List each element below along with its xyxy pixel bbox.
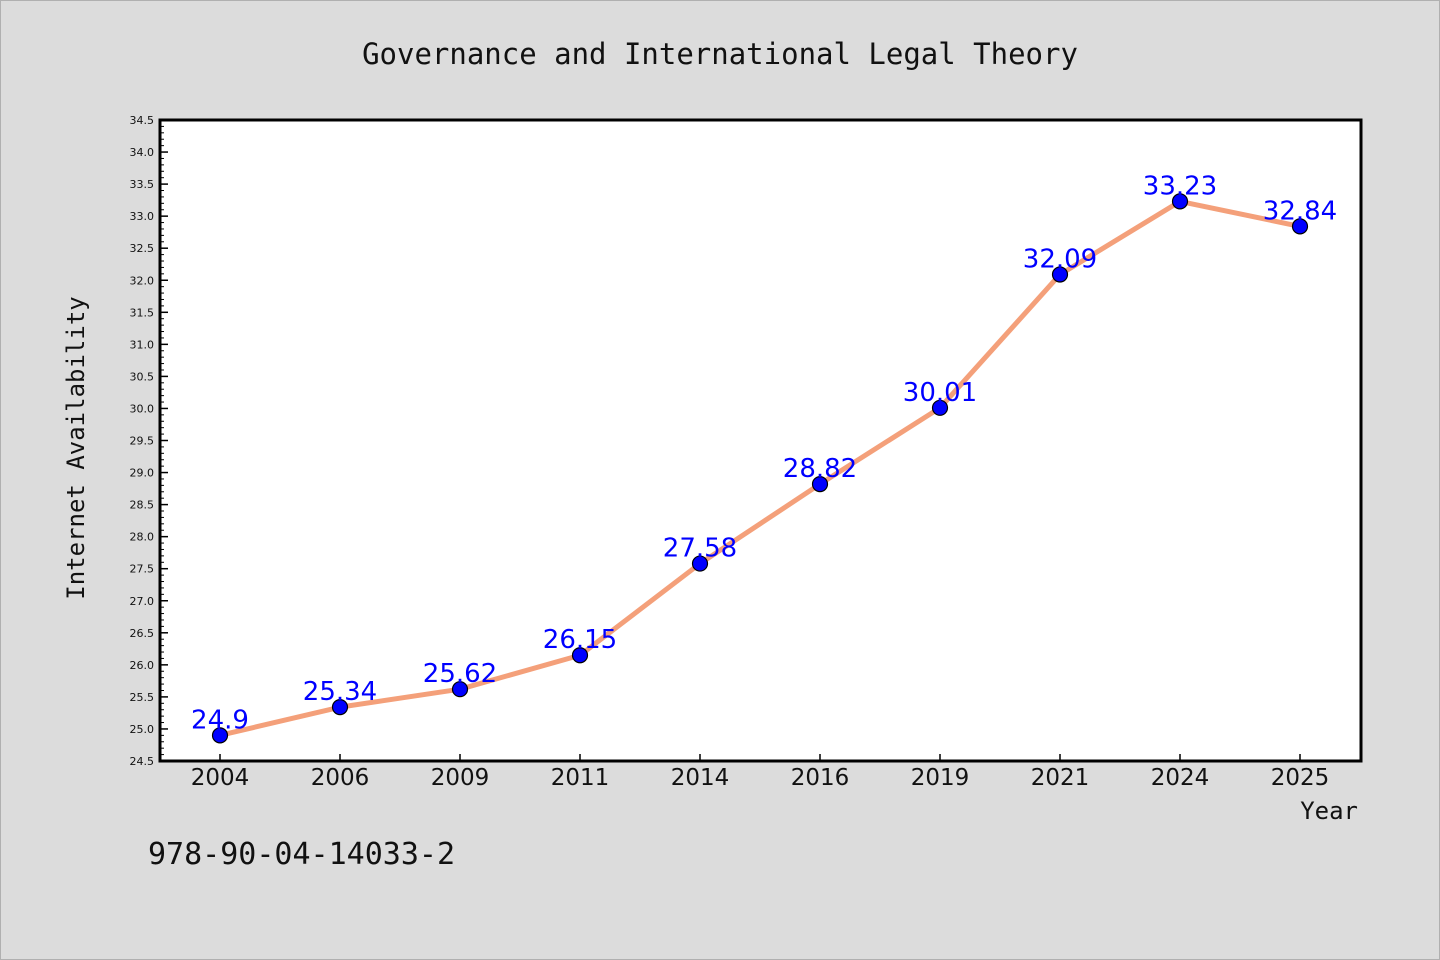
data-label: 25.34 — [303, 677, 377, 707]
x-tick-label: 2021 — [1031, 765, 1090, 791]
isbn-footer: 978-90-04-14033-2 — [148, 837, 455, 872]
y-tick-label: 25.0 — [130, 723, 155, 736]
data-label: 33.23 — [1143, 171, 1217, 201]
data-label: 28.82 — [783, 454, 857, 484]
y-tick-label: 30.0 — [130, 402, 155, 415]
data-label: 24.9 — [191, 705, 249, 735]
x-tick-label: 2014 — [671, 765, 730, 791]
x-tick-label: 2011 — [551, 765, 610, 791]
data-label: 27.58 — [663, 534, 737, 564]
y-axis-label: Internet Availability — [62, 296, 90, 599]
y-tick-label: 32.0 — [130, 274, 155, 287]
data-label: 32.09 — [1023, 244, 1097, 274]
data-point — [691, 555, 709, 572]
x-tick-label: 2024 — [1151, 765, 1210, 791]
y-tick-label: 27.5 — [130, 563, 155, 576]
data-point — [571, 647, 589, 664]
x-tick-label: 2019 — [911, 765, 970, 791]
series-line — [217, 198, 1303, 738]
data-point — [1051, 266, 1069, 283]
y-tick-label: 29.5 — [130, 435, 155, 448]
x-tick-label: 2006 — [311, 765, 370, 791]
chart-title: Governance and International Legal Theor… — [362, 37, 1078, 71]
y-tick-label: 28.5 — [130, 499, 155, 512]
y-tick-label: 31.0 — [130, 338, 155, 351]
y-tick-label: 34.5 — [130, 114, 155, 127]
data-label: 26.15 — [543, 625, 617, 655]
x-tick-label: 2004 — [191, 765, 250, 791]
y-tick-label: 25.5 — [130, 691, 155, 704]
series-group — [211, 193, 1309, 744]
y-tick-label: 27.0 — [130, 595, 155, 608]
data-point — [811, 475, 829, 493]
x-tick-label: 2009 — [431, 765, 490, 791]
y-axis: 24.5 25.0 25.5 26.0 26.5 27.0 27.5 28.0 28.5 29.0… — [130, 114, 168, 768]
y-tick-label: 34.0 — [130, 146, 155, 159]
y-tick-label: 26.0 — [130, 659, 155, 672]
x-axis-label: Year — [1300, 797, 1358, 825]
y-tick-label: 26.5 — [130, 627, 155, 640]
data-label: 25.62 — [423, 659, 497, 689]
data-point — [331, 699, 349, 716]
y-tick-label: 30.5 — [130, 370, 155, 383]
data-point — [451, 681, 469, 698]
x-tick-label: 2016 — [791, 765, 850, 791]
y-tick-label: 29.0 — [130, 467, 155, 480]
plot-area — [158, 118, 1363, 763]
x-tick-label: 2025 — [1271, 765, 1330, 791]
y-tick-label: 31.5 — [130, 306, 155, 319]
data-label: 30.01 — [903, 378, 977, 408]
data-point — [1291, 218, 1309, 235]
data-point — [931, 399, 949, 416]
data-point — [1171, 193, 1189, 210]
x-axis: 2004 2006 2009 2011 2014 2016 2019 2021 2024 2025 — [191, 754, 1330, 791]
data-label: 32.84 — [1263, 196, 1337, 226]
y-tick-label: 33.0 — [130, 210, 155, 223]
y-tick-label: 32.5 — [130, 242, 155, 255]
y-tick-label: 28.0 — [130, 531, 155, 544]
y-tick-label: 24.5 — [130, 755, 155, 768]
y-tick-label: 33.5 — [130, 178, 155, 191]
data-point — [211, 727, 229, 744]
data-labels-group: 24.9 25.34 25.62 26.15 27.58 28.82 30.01 32.09 3… — [191, 171, 1337, 735]
